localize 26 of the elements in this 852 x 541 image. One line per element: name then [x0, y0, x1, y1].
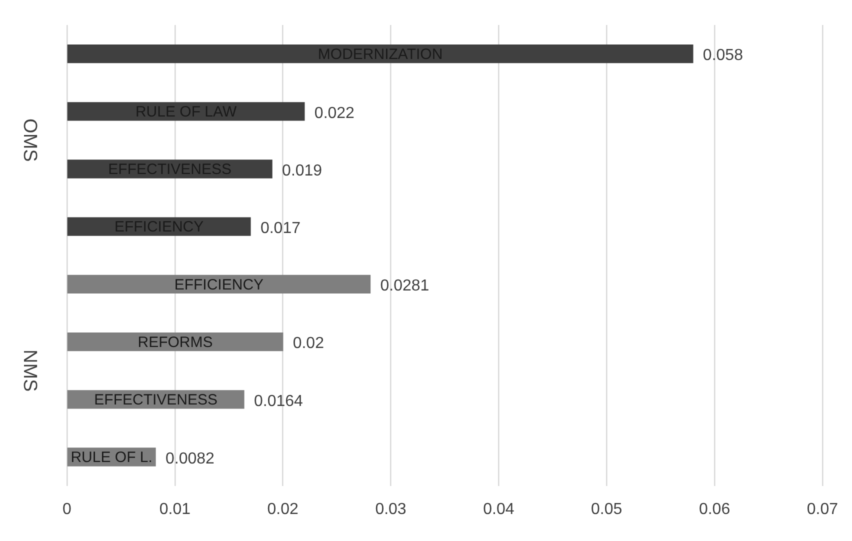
text: NMS — [18, 349, 40, 392]
data-label: 0.019 — [282, 162, 322, 180]
x-tick-label: 0.01 — [159, 500, 191, 518]
y-tick-label: REFORMS — [138, 334, 213, 351]
x-tick-label: 0.03 — [375, 500, 406, 518]
data-label: 0.058 — [702, 47, 744, 64]
data-label: 0.0164 — [254, 392, 304, 410]
y-tick-label: EFFECTIVENESS — [94, 392, 218, 409]
x-tick-label: 0.02 — [267, 500, 299, 518]
bar — [67, 102, 305, 121]
y-tick-label: RULE OF L. — [70, 449, 152, 466]
data-label: 0.02 — [292, 335, 324, 352]
text: OMS — [18, 118, 40, 162]
data-label: 0.022 — [314, 104, 355, 122]
bar — [67, 44, 694, 64]
x-tick-label: 0.06 — [698, 500, 730, 518]
x-tick-label: 0.07 — [806, 500, 838, 518]
bar — [67, 332, 284, 352]
bar — [67, 274, 371, 294]
data-label: 0.0082 — [165, 450, 215, 468]
x-tick-label: 0.05 — [591, 500, 622, 518]
data-label: 0.0281 — [380, 278, 430, 295]
data-label: 0.017 — [260, 220, 301, 238]
x-tick-label: 0 — [62, 500, 72, 518]
y-tick-label: EFFICIENCY — [174, 276, 264, 294]
x-tick-label: 0.04 — [483, 500, 514, 518]
